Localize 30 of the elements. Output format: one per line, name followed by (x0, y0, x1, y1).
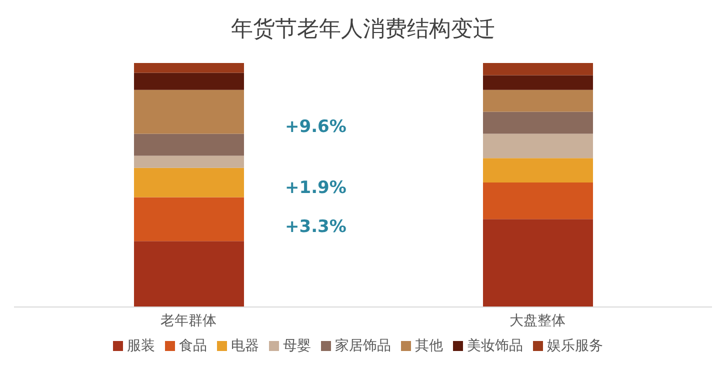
x-tick-label: 大盘整体 (510, 312, 566, 329)
bar (134, 63, 244, 73)
bar (483, 63, 593, 76)
chart-title: 年货节老年人消费结构变迁 (230, 16, 496, 44)
bar (134, 134, 244, 156)
bar (134, 197, 244, 242)
bar (134, 72, 244, 90)
bar (483, 219, 593, 307)
bar (483, 75, 593, 90)
bar (483, 182, 593, 220)
annotation: +1.9% (285, 178, 346, 198)
legend-label: 母婴 (283, 338, 311, 354)
legend-label: 食品 (179, 338, 207, 354)
legend-label: 娱乐服务 (547, 338, 603, 354)
annotation: +3.3% (285, 217, 346, 237)
legend-label: 其他 (415, 338, 443, 354)
legend-label: 美妆饰品 (467, 338, 523, 354)
bar (134, 90, 244, 134)
bar (483, 158, 593, 183)
bar (134, 168, 244, 198)
bar (483, 112, 593, 134)
annotation: +9.6% (285, 117, 346, 137)
legend-label: 家居饰品 (335, 338, 391, 354)
legend-label: 电器 (231, 338, 259, 354)
x-tick-label: 老年群体 (160, 312, 216, 329)
bar (483, 134, 593, 158)
bar (134, 241, 244, 307)
bar (134, 156, 244, 168)
legend-label: 服装 (127, 338, 155, 354)
bar (483, 90, 593, 112)
